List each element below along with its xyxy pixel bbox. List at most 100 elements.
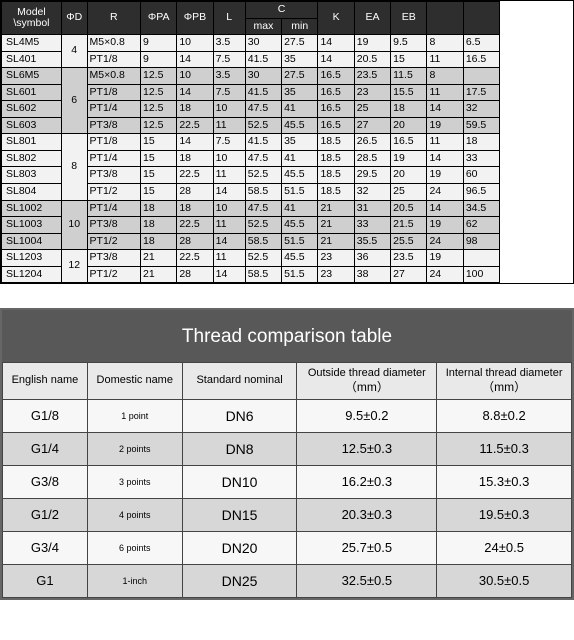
cell-r: PT1/4 [87, 200, 140, 217]
cell-x2: 6.5 [463, 35, 499, 52]
cell-pb: 28 [177, 266, 213, 283]
cell-pa: 21 [140, 250, 176, 267]
cell-cmin: 51.5 [282, 266, 318, 283]
cell-k: 18.5 [318, 150, 354, 167]
cell-k: 23 [318, 250, 354, 267]
cell-en: G1/2 [3, 498, 88, 531]
cell-r: PT1/4 [87, 150, 140, 167]
cell-x1: 11 [427, 51, 463, 68]
cell-k: 14 [318, 51, 354, 68]
table-row: G3/46 pointsDN2025.7±0.524±0.5 [3, 531, 572, 564]
cell-x2: 34.5 [463, 200, 499, 217]
cell-model: SL1002 [2, 200, 62, 217]
cell-cmin: 45.5 [282, 117, 318, 134]
cell-pa: 9 [140, 35, 176, 52]
table-row: SL1003PT3/81822.51152.545.5213321.51962 [2, 217, 573, 234]
table-row: SL602PT1/412.5181047.54116.525181432 [2, 101, 573, 118]
cell-pa: 15 [140, 134, 176, 151]
cell-k: 16.5 [318, 101, 354, 118]
cell-cmax: 30 [245, 68, 281, 85]
cell-x1: 24 [427, 184, 463, 201]
cell-x1: 19 [427, 117, 463, 134]
cell-x1: 24 [427, 233, 463, 250]
cell-pa: 15 [140, 167, 176, 184]
cell-eb: 27 [391, 266, 427, 283]
cell-pb: 14 [177, 51, 213, 68]
th-internal-label: Internal thread diameter [446, 367, 563, 379]
cell-ea: 25 [354, 101, 390, 118]
cell-cmin: 27.5 [282, 35, 318, 52]
th-standard: Standard nominal [182, 363, 297, 400]
cell-in: 24±0.5 [437, 531, 572, 564]
cell-k: 14 [318, 35, 354, 52]
hdr-cmax: max [245, 18, 281, 35]
cell-cmax: 41.5 [245, 84, 281, 101]
cell-x2: 60 [463, 167, 499, 184]
cell-cmax: 47.5 [245, 200, 281, 217]
cell-eb: 19 [391, 150, 427, 167]
cell-x1: 19 [427, 167, 463, 184]
cell-pa: 18 [140, 200, 176, 217]
cell-ea: 19 [354, 35, 390, 52]
thread-table-container: Thread comparison table English name Dom… [0, 308, 574, 600]
cell-pa: 9 [140, 51, 176, 68]
cell-pa: 12.5 [140, 101, 176, 118]
cell-x1: 8 [427, 68, 463, 85]
hdr-ea: EA [354, 2, 390, 35]
cell-cmax: 30 [245, 35, 281, 52]
cell-model: SL4M5 [2, 35, 62, 52]
cell-cmax: 41.5 [245, 134, 281, 151]
cell-ea: 27 [354, 117, 390, 134]
table-row: SL804PT1/215281458.551.518.532252496.5 [2, 184, 573, 201]
cell-phid: 4 [61, 35, 87, 68]
th-domestic: Domestic name [87, 363, 182, 400]
th-internal: Internal thread diameter （mm） [437, 363, 572, 400]
cell-r: PT3/8 [87, 250, 140, 267]
cell-out: 32.5±0.5 [297, 564, 437, 597]
th-outside: Outside thread diameter （mm） [297, 363, 437, 400]
cell-eb: 21.5 [391, 217, 427, 234]
cell-x1: 8 [427, 35, 463, 52]
cell-ea: 38 [354, 266, 390, 283]
cell-k: 23 [318, 266, 354, 283]
cell-model: SL802 [2, 150, 62, 167]
cell-eb: 25 [391, 184, 427, 201]
cell-l: 7.5 [213, 134, 245, 151]
cell-cmax: 52.5 [245, 167, 281, 184]
cell-x2: 98 [463, 233, 499, 250]
cell-model: SL1204 [2, 266, 62, 283]
cell-model: SL603 [2, 117, 62, 134]
cell-cmin: 35 [282, 51, 318, 68]
cell-x2: 100 [463, 266, 499, 283]
cell-cmax: 58.5 [245, 233, 281, 250]
cell-en: G1 [3, 564, 88, 597]
cell-cmin: 51.5 [282, 233, 318, 250]
table-row: SL6M56M5×0.812.5103.53027.516.523.511.58 [2, 68, 573, 85]
cell-l: 14 [213, 184, 245, 201]
cell-eb: 11.5 [391, 68, 427, 85]
cell-phid: 8 [61, 134, 87, 200]
cell-x2: 59.5 [463, 117, 499, 134]
cell-in: 11.5±0.3 [437, 432, 572, 465]
cell-model: SL803 [2, 167, 62, 184]
cell-cmin: 35 [282, 84, 318, 101]
cell-pb: 14 [177, 84, 213, 101]
cell-r: PT3/8 [87, 217, 140, 234]
cell-cmin: 45.5 [282, 167, 318, 184]
cell-cmax: 41.5 [245, 51, 281, 68]
table-row: G11-inchDN2532.5±0.530.5±0.5 [3, 564, 572, 597]
cell-model: SL801 [2, 134, 62, 151]
cell-model: SL401 [2, 51, 62, 68]
cell-cmin: 41 [282, 200, 318, 217]
th-outside-mm: （mm） [299, 380, 434, 394]
cell-in: 15.3±0.3 [437, 465, 572, 498]
cell-out: 16.2±0.3 [297, 465, 437, 498]
table-row: G1/81 pointDN69.5±0.28.8±0.2 [3, 399, 572, 432]
table-row: SL100210PT1/418181047.541213120.51434.5 [2, 200, 573, 217]
hdr-model: Model \symbol [2, 2, 62, 35]
cell-model: SL1004 [2, 233, 62, 250]
cell-out: 12.5±0.3 [297, 432, 437, 465]
cell-model: SL1203 [2, 250, 62, 267]
hdr-pb: ΦPB [177, 2, 213, 35]
cell-phid: 10 [61, 200, 87, 250]
